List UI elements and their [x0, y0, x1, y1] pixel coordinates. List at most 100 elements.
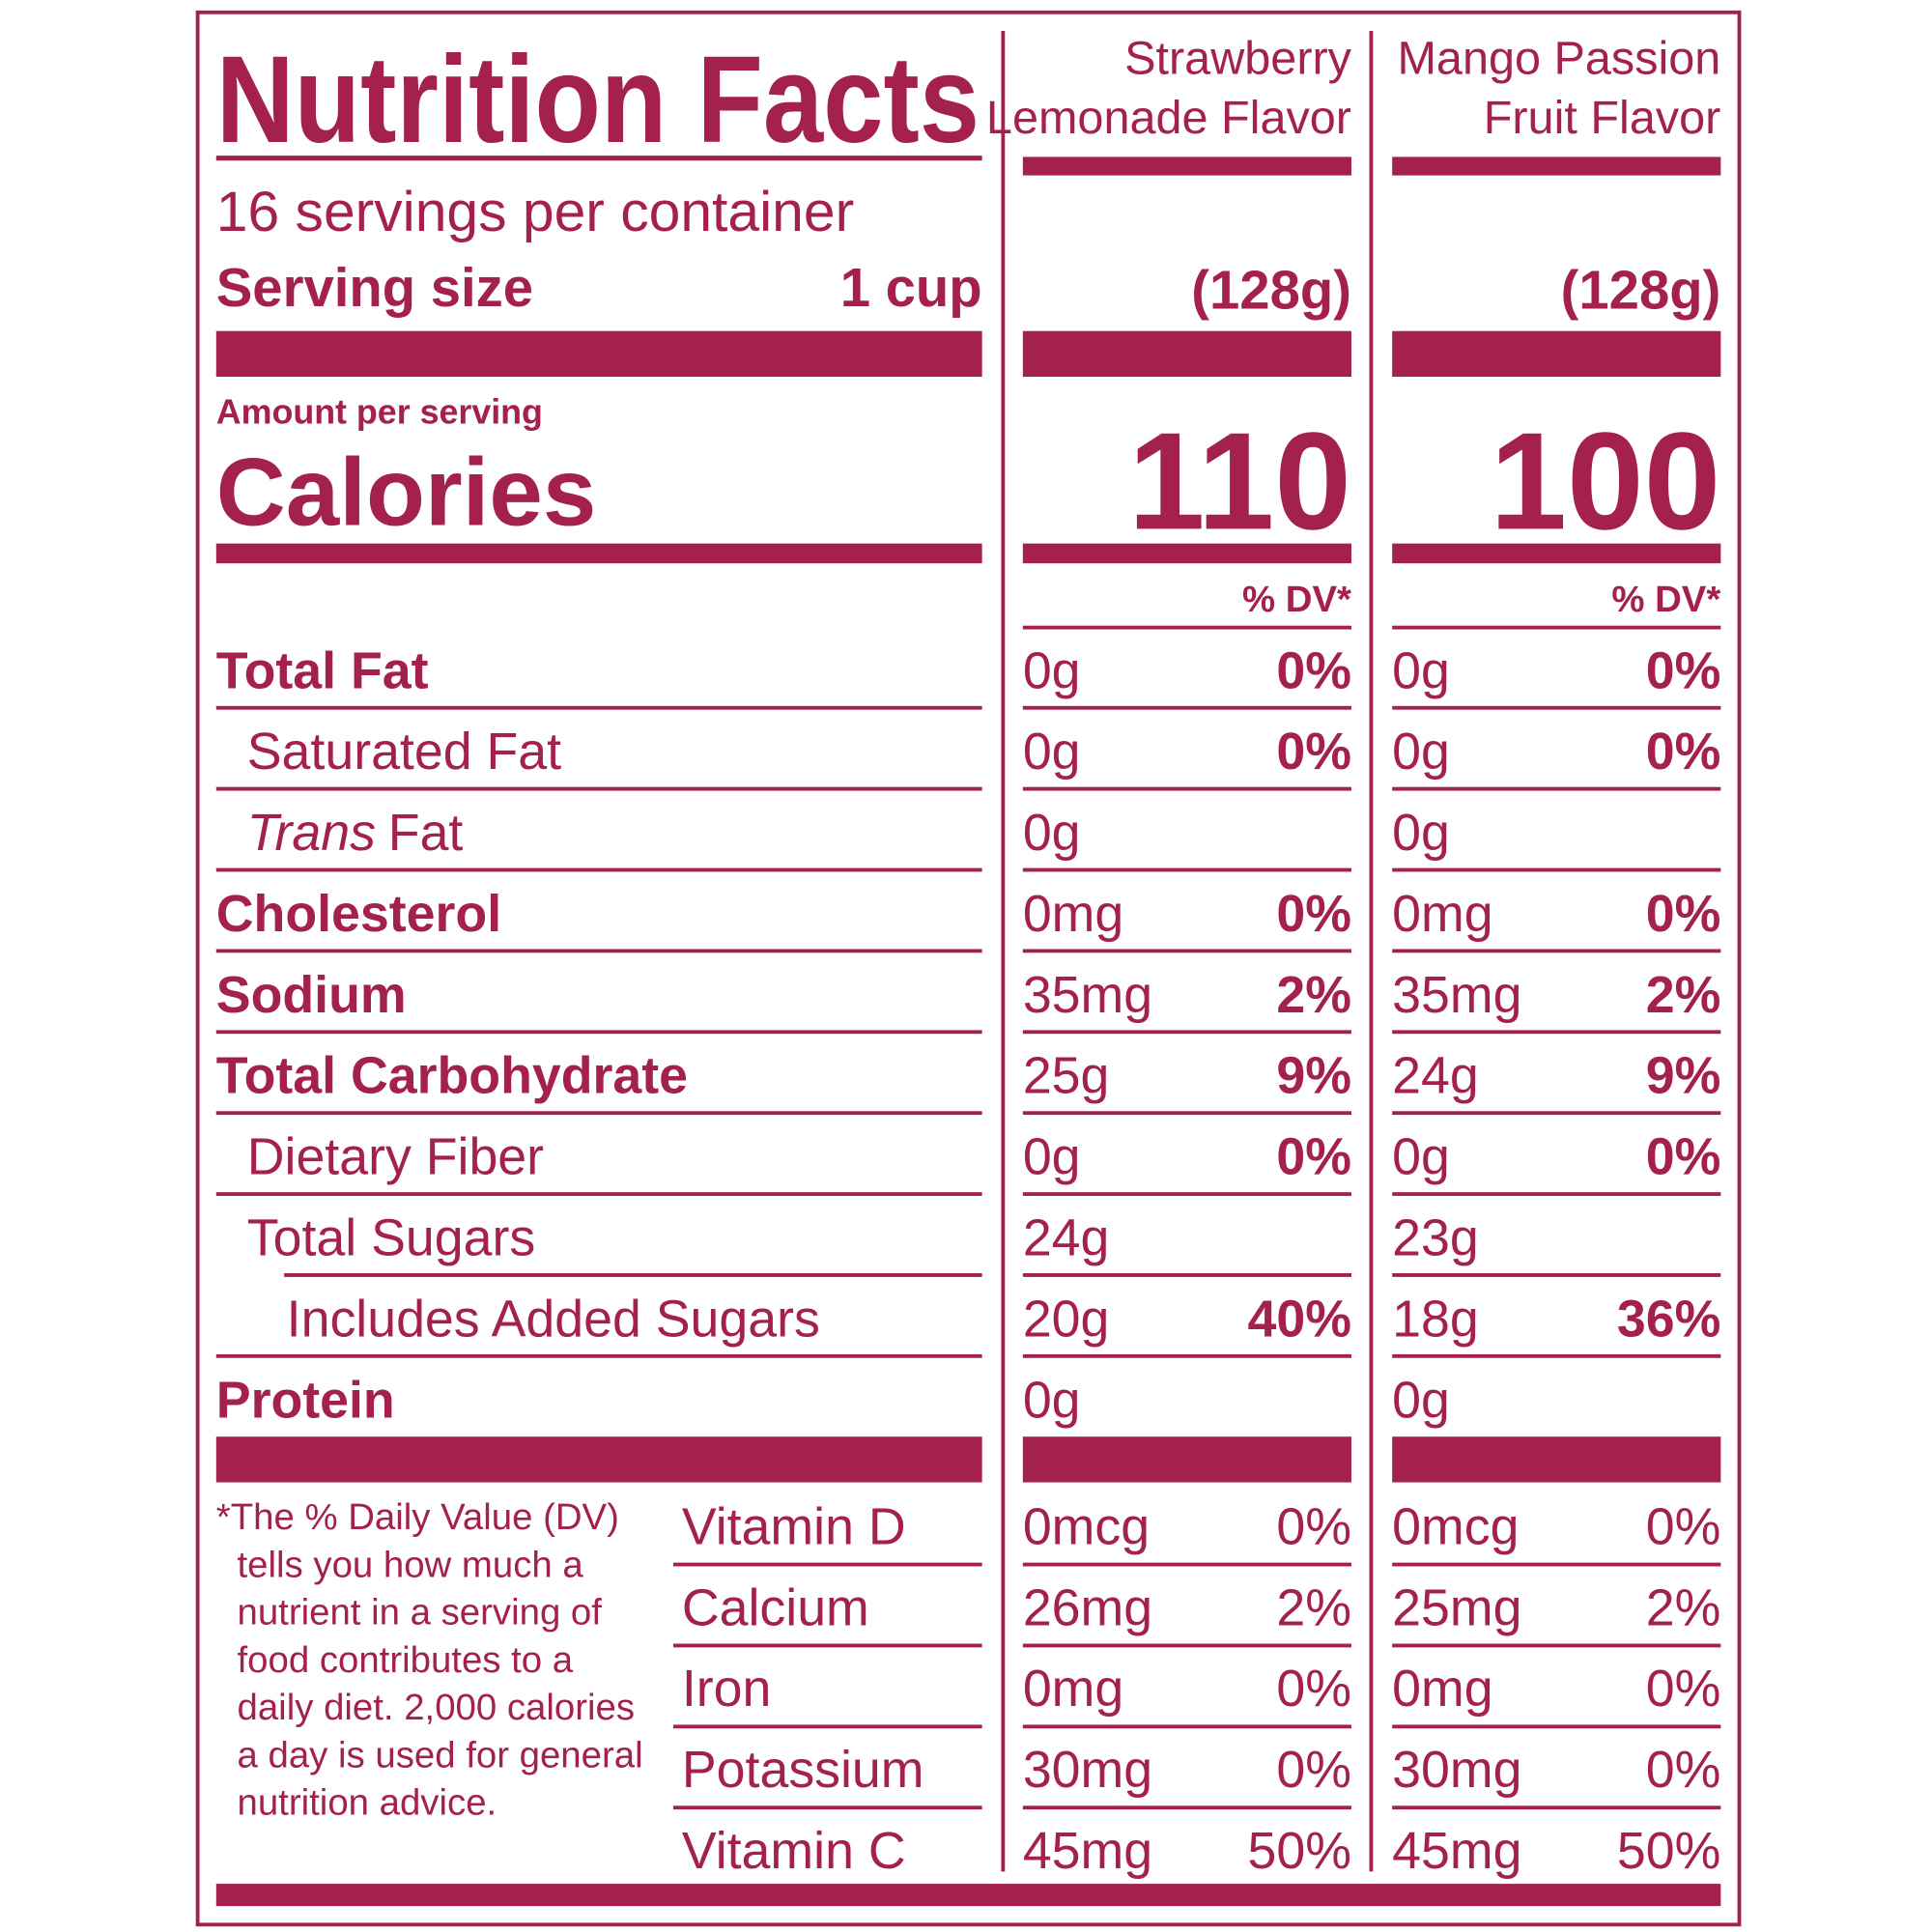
row-rule: [215, 1030, 982, 1035]
serving-size: 1 cup: [840, 257, 982, 318]
thick-bar: [215, 330, 982, 378]
bar: [215, 543, 982, 564]
daily-value: 0%: [1276, 885, 1351, 943]
product-name: Strawberry: [1124, 33, 1352, 85]
calories: 100: [1490, 404, 1720, 558]
bar: [1392, 156, 1721, 176]
daily-value: 2%: [1276, 966, 1351, 1024]
vitamin-label: Vitamin C: [682, 1822, 906, 1880]
calories-label: Calories: [216, 439, 597, 546]
row-rule: [1392, 786, 1721, 791]
nutrient-label-rest: Fat: [388, 804, 464, 862]
nutrient-label: Includes Added Sugars: [287, 1290, 820, 1348]
daily-value: 0%: [1646, 723, 1721, 781]
row-rule: [1022, 1724, 1351, 1729]
footnote-line: tells you how much a: [238, 1544, 584, 1585]
daily-value: 50%: [1248, 1822, 1351, 1880]
row-rule: [1392, 1192, 1721, 1196]
amount: 45mg: [1023, 1822, 1152, 1880]
row-rule: [215, 1192, 982, 1196]
row-rule: [1392, 949, 1721, 953]
amount: 35mg: [1392, 966, 1521, 1024]
amount: 0mg: [1392, 885, 1492, 943]
serving-weight: (128g): [1561, 260, 1721, 321]
serving-size-label: Serving size: [216, 257, 533, 318]
vitamin-label: Iron: [682, 1660, 772, 1718]
amount: 0mcg: [1023, 1497, 1150, 1555]
daily-value: 40%: [1248, 1290, 1351, 1348]
dv-header: % DV*: [1242, 579, 1351, 620]
nutrient-label: Saturated Fat: [247, 723, 561, 781]
nutrient-label: Total Fat: [216, 641, 429, 699]
row-rule: [1022, 1643, 1351, 1648]
amount: 18g: [1392, 1290, 1479, 1348]
row-rule: [1022, 786, 1351, 791]
product-name: Lemonade Flavor: [986, 92, 1351, 144]
daily-value: 0%: [1276, 1497, 1351, 1555]
calories: 110: [1128, 404, 1351, 558]
thick-bar: [1392, 1436, 1721, 1483]
amount: 24g: [1392, 1047, 1479, 1105]
daily-value: 50%: [1617, 1822, 1720, 1880]
dv-header: % DV*: [1611, 579, 1720, 620]
row-rule: [215, 1353, 982, 1358]
nutrient-label: Total Sugars: [247, 1208, 535, 1266]
vitamin-label: Vitamin D: [682, 1497, 906, 1555]
row-rule: [1022, 1273, 1351, 1277]
daily-value: 0%: [1646, 1741, 1721, 1799]
row-rule: [672, 1724, 982, 1729]
amount: 0g: [1392, 1128, 1450, 1186]
amount: 0g: [1392, 723, 1450, 781]
row-rule: [215, 867, 982, 872]
footnote-line: food contributes to a: [238, 1639, 574, 1681]
row-rule: [1022, 1111, 1351, 1116]
row-rule: [1022, 1805, 1351, 1810]
footnote-line: nutrition advice.: [238, 1782, 497, 1824]
row-rule: [284, 1273, 982, 1277]
row-rule: [1022, 949, 1351, 953]
daily-value: 0%: [1646, 885, 1721, 943]
thick-bar: [1022, 330, 1351, 378]
amount: 0mg: [1023, 1660, 1123, 1718]
row-rule: [1392, 705, 1721, 710]
amount: 35mg: [1023, 966, 1152, 1024]
amount: 25g: [1023, 1047, 1110, 1105]
row-rule: [215, 705, 982, 710]
thick-bar: [1392, 330, 1721, 378]
row-rule: [1022, 705, 1351, 710]
daily-value: 0%: [1646, 1497, 1721, 1555]
amount: 0g: [1023, 1128, 1081, 1186]
row-rule: [1392, 1273, 1721, 1277]
daily-value: 0%: [1276, 1660, 1351, 1718]
amount: 20g: [1023, 1290, 1110, 1348]
amount: 30mg: [1023, 1741, 1152, 1799]
amount: 25mg: [1392, 1578, 1521, 1636]
thick-bar: [215, 1436, 982, 1483]
row-rule: [672, 1643, 982, 1648]
nutrient-label: Protein: [216, 1371, 395, 1429]
row-rule: [672, 1805, 982, 1810]
bar: [1022, 156, 1351, 176]
row-rule: [1022, 867, 1351, 872]
bar: [1392, 543, 1721, 564]
amount: 0mg: [1023, 885, 1123, 943]
product-name: Mango Passion: [1397, 33, 1720, 85]
vitamin-label: Potassium: [682, 1741, 924, 1799]
row-rule: [215, 949, 982, 953]
bottom-bar: [215, 1884, 1721, 1907]
row-rule: [1392, 1805, 1721, 1810]
daily-value: 2%: [1646, 966, 1721, 1024]
nutrient-label-italic: Trans: [247, 804, 376, 862]
vitamin-label: Calcium: [682, 1578, 869, 1636]
daily-value: 0%: [1646, 641, 1721, 699]
row-rule: [1392, 625, 1721, 630]
amount: 0mcg: [1392, 1497, 1519, 1555]
amount: 0g: [1392, 804, 1450, 862]
row-rule: [1022, 1353, 1351, 1358]
daily-value: 0%: [1276, 1741, 1351, 1799]
title: Nutrition Facts: [216, 31, 980, 169]
daily-value: 0%: [1276, 1128, 1351, 1186]
row-rule: [1392, 1562, 1721, 1567]
amount: 30mg: [1392, 1741, 1521, 1799]
